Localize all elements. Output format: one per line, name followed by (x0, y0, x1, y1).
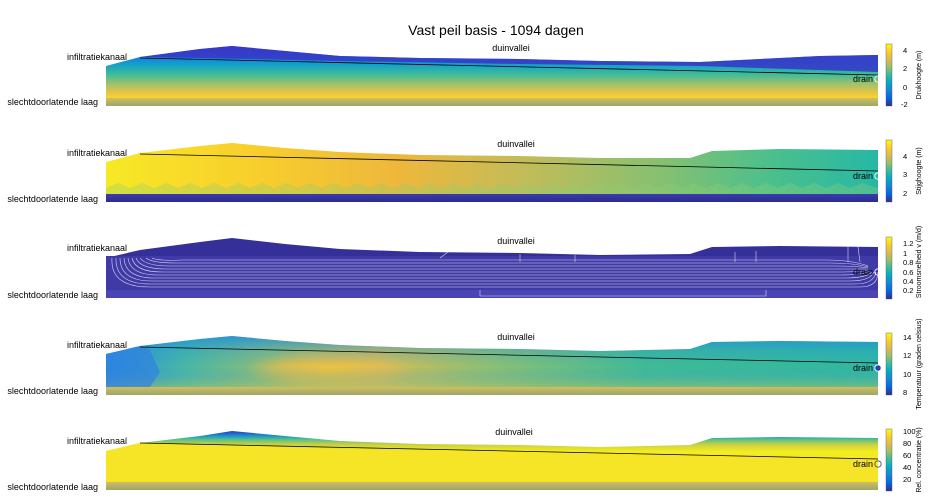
colorbar-stijghoogte: 4 3 2 Stijghoogte (m) (885, 139, 923, 203)
yellow-infiltration-zone (106, 443, 878, 482)
label-infiltratiekanaal: infiltratiekanaal (67, 340, 127, 350)
cb-label: Temperatuur (graden celsius) (916, 318, 923, 409)
panel-temperatuur: infiltratiekanaal slechtdoorlatende laag… (7, 318, 923, 409)
cb-label: Stroomsnelheid v (m/d) (916, 226, 923, 298)
water-table-line (139, 346, 879, 364)
panel-stijghoogte: infiltratiekanaal slechtdoorlatende laag… (7, 139, 923, 204)
flow-region (106, 256, 878, 290)
colorbar-concentratie: 100 80 60 40 20 Rel. concentratie (%) (885, 427, 923, 493)
slechtdoorlatende-laag-band (106, 290, 878, 298)
label-drain: drain (853, 74, 873, 84)
cb-tick: 60 (903, 451, 911, 460)
cb-tick: 20 (903, 475, 911, 484)
slechtdoorlatende-laag-band (106, 482, 878, 490)
label-duinvallei: duinvallei (495, 427, 533, 437)
cb-tick: 12 (903, 351, 911, 360)
label-infiltratiekanaal: infiltratiekanaal (67, 243, 127, 253)
label-infiltratiekanaal: infiltratiekanaal (67, 52, 127, 62)
cb-tick: 1 (903, 249, 907, 258)
cb-tick: 100 (903, 427, 916, 436)
cb-tick: 3 (903, 170, 907, 179)
panel-stroomsnelheid: infiltratiekanaal slechtdoorlatende laag… (7, 226, 923, 300)
label-drain: drain (853, 171, 873, 181)
cb-label: Drukhoogte (m) (916, 51, 923, 100)
cb-tick: 0 (903, 83, 907, 92)
colorbar-drukhoogte: 4 2 0 -2 Drukhoogte (m) (885, 43, 923, 109)
cool-top-layer (106, 336, 878, 387)
drain-symbol (874, 172, 882, 180)
water-table-line (139, 442, 879, 460)
domain-surface (106, 143, 878, 194)
label-drain: drain (853, 267, 873, 277)
serrated-fringe (106, 183, 878, 194)
cb-tick: 8 (903, 388, 907, 397)
water-table-line (139, 153, 879, 172)
label-slechtdoorlatende-laag: slechtdoorlatende laag (7, 194, 98, 204)
drain-symbol (874, 268, 882, 276)
cb-tick: 14 (903, 333, 911, 342)
slechtdoorlatende-laag-band (106, 194, 878, 202)
label-duinvallei: duinvallei (497, 139, 535, 149)
label-drain: drain (853, 459, 873, 469)
label-duinvallei: duinvallei (492, 43, 530, 53)
cb-tick: 0.4 (903, 277, 913, 286)
label-infiltratiekanaal: infiltratiekanaal (67, 436, 127, 446)
cb-label: Rel. concentratie (%) (916, 427, 923, 492)
colorbar-temperatuur: 14 12 10 8 Temperatuur (graden celsius) (885, 318, 923, 410)
cool-left-region (106, 346, 160, 387)
cb-tick: 4 (903, 46, 907, 55)
figure-title: Vast peil basis - 1094 dagen (408, 22, 584, 38)
drain-symbol (874, 75, 882, 83)
water-table-line (139, 57, 879, 76)
cb-label: Stijghoogte (m) (916, 147, 923, 194)
cb-tick: 0.2 (903, 286, 913, 295)
label-duinvallei: duinvallei (497, 332, 535, 342)
cb-tick: 0.6 (903, 268, 913, 277)
cb-tick: 1.2 (903, 239, 913, 248)
cb-tick: 4 (903, 152, 907, 161)
cb-tick: 40 (903, 463, 911, 472)
streamlines (111, 246, 879, 297)
cb-tick: -2 (901, 100, 908, 109)
label-slechtdoorlatende-laag: slechtdoorlatende laag (7, 290, 98, 300)
drain-symbol (874, 364, 882, 372)
label-infiltratiekanaal: infiltratiekanaal (67, 148, 127, 158)
slechtdoorlatende-laag-band (106, 98, 878, 106)
unsaturated-zone (140, 46, 878, 72)
panel-drukhoogte: infiltratiekanaal slechtdoorlatende laag… (7, 43, 923, 109)
label-drain: drain (853, 363, 873, 373)
cb-tick: 2 (903, 189, 907, 198)
label-slechtdoorlatende-laag: slechtdoorlatende laag (7, 386, 98, 396)
slechtdoorlatende-laag-band (106, 387, 878, 395)
colorbar-stroomsnelheid: 1.2 1 0.8 0.6 0.4 0.2 Stroomsnelheid v (… (885, 226, 923, 300)
label-duinvallei: duinvallei (497, 236, 535, 246)
panel-concentratie: infiltratiekanaal slechtdoorlatende laag… (7, 427, 923, 493)
cb-tick: 10 (903, 370, 911, 379)
cb-tick: 0.8 (903, 258, 913, 267)
label-slechtdoorlatende-laag: slechtdoorlatende laag (7, 482, 98, 492)
cb-tick: 80 (903, 439, 911, 448)
label-slechtdoorlatende-laag: slechtdoorlatende laag (7, 97, 98, 107)
drain-symbol (874, 460, 882, 468)
cb-tick: 2 (903, 64, 907, 73)
